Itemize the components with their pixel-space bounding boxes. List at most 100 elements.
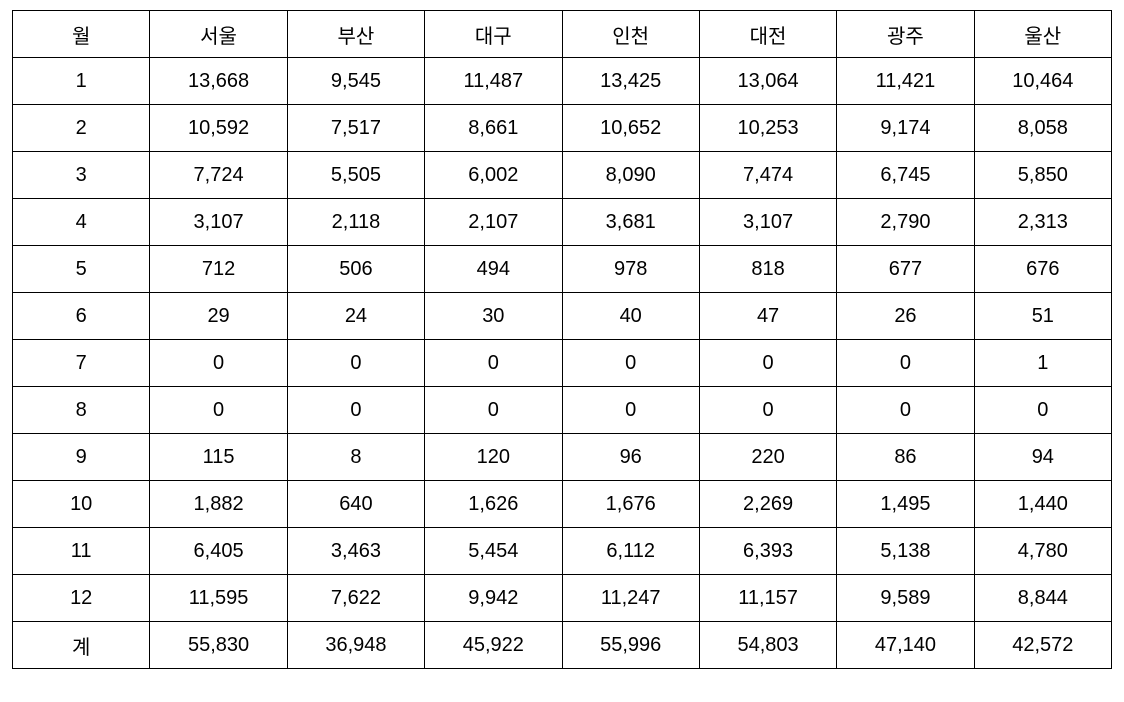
- table-cell: 0: [287, 340, 424, 387]
- table-cell: 8,844: [974, 575, 1111, 622]
- table-cell: 0: [287, 387, 424, 434]
- table-cell: 0: [150, 340, 287, 387]
- table-row: 1 13,668 9,545 11,487 13,425 13,064 11,4…: [13, 58, 1112, 105]
- table-cell: 96: [562, 434, 699, 481]
- table-cell: 6,112: [562, 528, 699, 575]
- table-cell: 55,996: [562, 622, 699, 669]
- table-cell: 494: [425, 246, 562, 293]
- table-cell: 978: [562, 246, 699, 293]
- table-row-total: 계 55,830 36,948 45,922 55,996 54,803 47,…: [13, 622, 1112, 669]
- table-cell: 7,517: [287, 105, 424, 152]
- table-cell: 10,253: [699, 105, 836, 152]
- table-cell: 36,948: [287, 622, 424, 669]
- table-cell: 54,803: [699, 622, 836, 669]
- table-cell: 1,882: [150, 481, 287, 528]
- table-cell: 2,118: [287, 199, 424, 246]
- table-cell: 1,626: [425, 481, 562, 528]
- table-cell: 30: [425, 293, 562, 340]
- table-header: 월 서울 부산 대구 인천 대전 광주 울산: [13, 11, 1112, 58]
- table-cell: 8: [13, 387, 150, 434]
- table-cell: 5,454: [425, 528, 562, 575]
- table-cell: 9,589: [837, 575, 974, 622]
- table-cell: 9,174: [837, 105, 974, 152]
- table-cell: 0: [974, 387, 1111, 434]
- table-body: 1 13,668 9,545 11,487 13,425 13,064 11,4…: [13, 58, 1112, 669]
- table-cell: 9,942: [425, 575, 562, 622]
- table-row: 5 712 506 494 978 818 677 676: [13, 246, 1112, 293]
- table-cell: 0: [837, 387, 974, 434]
- table-cell: 11,157: [699, 575, 836, 622]
- table-cell: 11,487: [425, 58, 562, 105]
- table-cell: 3,107: [150, 199, 287, 246]
- table-cell: 2,790: [837, 199, 974, 246]
- table-cell: 6,393: [699, 528, 836, 575]
- table-cell: 11,421: [837, 58, 974, 105]
- table-cell: 8,661: [425, 105, 562, 152]
- table-cell: 47,140: [837, 622, 974, 669]
- table-cell: 5,850: [974, 152, 1111, 199]
- table-cell: 506: [287, 246, 424, 293]
- table-cell: 640: [287, 481, 424, 528]
- table-cell: 1,495: [837, 481, 974, 528]
- table-cell: 45,922: [425, 622, 562, 669]
- table-cell: 0: [425, 340, 562, 387]
- table-cell: 6,405: [150, 528, 287, 575]
- table-cell: 1: [974, 340, 1111, 387]
- table-cell: 8: [287, 434, 424, 481]
- table-cell: 677: [837, 246, 974, 293]
- table-cell: 8,090: [562, 152, 699, 199]
- table-cell: 4,780: [974, 528, 1111, 575]
- table-cell: 7,474: [699, 152, 836, 199]
- table-cell: 47: [699, 293, 836, 340]
- table-cell: 10,652: [562, 105, 699, 152]
- table-cell: 11,595: [150, 575, 287, 622]
- table-row: 8 0 0 0 0 0 0 0: [13, 387, 1112, 434]
- table-cell: 0: [562, 340, 699, 387]
- table-cell: 8,058: [974, 105, 1111, 152]
- table-cell: 9,545: [287, 58, 424, 105]
- data-table: 월 서울 부산 대구 인천 대전 광주 울산 1 13,668 9,545 11…: [12, 10, 1112, 669]
- table-cell: 29: [150, 293, 287, 340]
- table-cell: 1: [13, 58, 150, 105]
- table-cell: 5,138: [837, 528, 974, 575]
- table-cell: 0: [150, 387, 287, 434]
- table-cell: 6,002: [425, 152, 562, 199]
- table-cell: 1,676: [562, 481, 699, 528]
- table-row: 6 29 24 30 40 47 26 51: [13, 293, 1112, 340]
- table-row: 7 0 0 0 0 0 0 1: [13, 340, 1112, 387]
- table-cell: 4: [13, 199, 150, 246]
- table-cell: 2,313: [974, 199, 1111, 246]
- table-cell: 2: [13, 105, 150, 152]
- table-cell: 5: [13, 246, 150, 293]
- table-cell: 0: [837, 340, 974, 387]
- table-cell: 115: [150, 434, 287, 481]
- table-cell: 계: [13, 622, 150, 669]
- table-cell: 26: [837, 293, 974, 340]
- table-cell: 10,464: [974, 58, 1111, 105]
- header-cell: 부산: [287, 11, 424, 58]
- table-cell: 86: [837, 434, 974, 481]
- table-cell: 13,425: [562, 58, 699, 105]
- table-cell: 7,622: [287, 575, 424, 622]
- table-row: 12 11,595 7,622 9,942 11,247 11,157 9,58…: [13, 575, 1112, 622]
- table-cell: 24: [287, 293, 424, 340]
- table-cell: 712: [150, 246, 287, 293]
- table-cell: 3,463: [287, 528, 424, 575]
- table-cell: 9: [13, 434, 150, 481]
- table-cell: 13,668: [150, 58, 287, 105]
- table-row: 2 10,592 7,517 8,661 10,652 10,253 9,174…: [13, 105, 1112, 152]
- table-cell: 7,724: [150, 152, 287, 199]
- table-cell: 5,505: [287, 152, 424, 199]
- table-cell: 51: [974, 293, 1111, 340]
- table-cell: 2,269: [699, 481, 836, 528]
- table-cell: 1,440: [974, 481, 1111, 528]
- table-cell: 120: [425, 434, 562, 481]
- table-cell: 11: [13, 528, 150, 575]
- table-cell: 55,830: [150, 622, 287, 669]
- header-cell: 대전: [699, 11, 836, 58]
- table-cell: 10,592: [150, 105, 287, 152]
- table-cell: 42,572: [974, 622, 1111, 669]
- header-cell: 인천: [562, 11, 699, 58]
- table-row: 3 7,724 5,505 6,002 8,090 7,474 6,745 5,…: [13, 152, 1112, 199]
- table-cell: 0: [699, 387, 836, 434]
